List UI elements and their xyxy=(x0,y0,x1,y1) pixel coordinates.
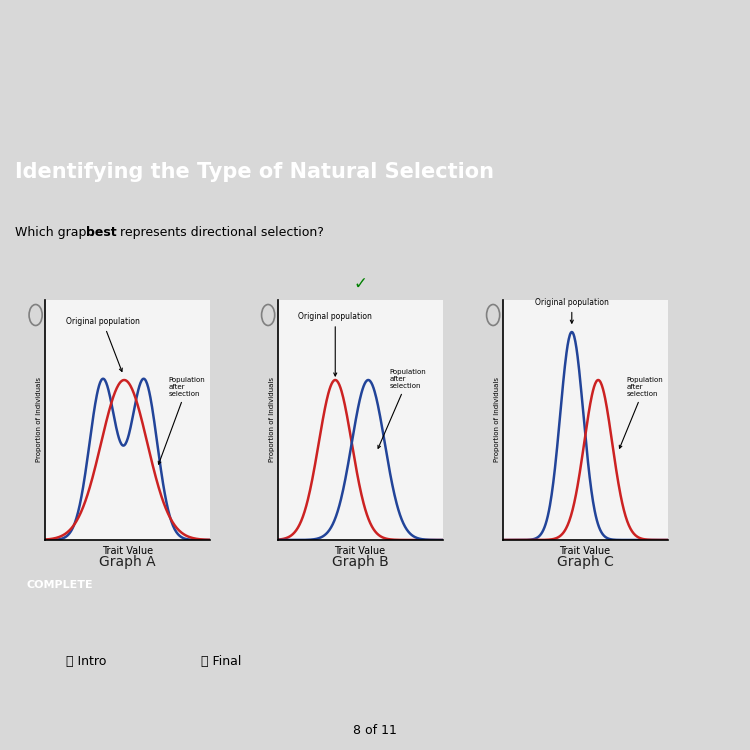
Text: COMPLETE: COMPLETE xyxy=(27,580,93,590)
Text: ✓: ✓ xyxy=(353,274,367,292)
X-axis label: Trait Value: Trait Value xyxy=(334,545,386,556)
Text: 🔊 Intro: 🔊 Intro xyxy=(66,656,106,668)
Text: Population
after
selection: Population after selection xyxy=(158,377,206,464)
Y-axis label: Proportion of Individuals: Proportion of Individuals xyxy=(36,377,42,463)
Text: Population
after
selection: Population after selection xyxy=(620,377,663,448)
Text: represents directional selection?: represents directional selection? xyxy=(116,226,324,239)
X-axis label: Trait Value: Trait Value xyxy=(102,545,153,556)
X-axis label: Trait Value: Trait Value xyxy=(560,545,610,556)
Y-axis label: Proportion of Individuals: Proportion of Individuals xyxy=(494,377,500,463)
Text: Original population: Original population xyxy=(298,312,372,376)
Text: Graph C: Graph C xyxy=(556,555,614,569)
Y-axis label: Proportion of Individuals: Proportion of Individuals xyxy=(268,377,274,463)
Text: Original population: Original population xyxy=(535,298,609,323)
Text: 8 of 11: 8 of 11 xyxy=(353,724,397,737)
Text: Graph B: Graph B xyxy=(332,555,388,569)
Text: Which graph: Which graph xyxy=(15,226,98,239)
Text: Original population: Original population xyxy=(66,317,140,371)
Text: Population
after
selection: Population after selection xyxy=(378,369,427,448)
Text: best: best xyxy=(86,226,117,239)
Text: 🔊 Final: 🔊 Final xyxy=(201,656,242,668)
Text: Identifying the Type of Natural Selection: Identifying the Type of Natural Selectio… xyxy=(15,163,494,182)
Text: Graph A: Graph A xyxy=(99,555,156,569)
